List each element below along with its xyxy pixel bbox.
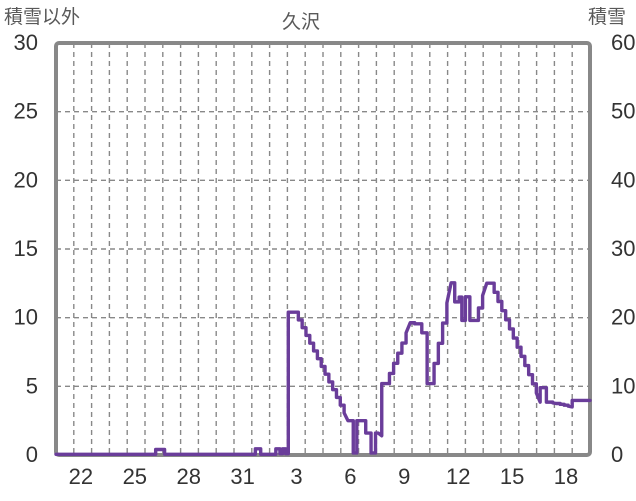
svg-text:18: 18: [554, 464, 578, 489]
svg-text:50: 50: [611, 99, 635, 124]
svg-text:30: 30: [611, 236, 635, 261]
svg-text:25: 25: [123, 464, 147, 489]
svg-text:3: 3: [290, 464, 302, 489]
svg-text:20: 20: [611, 305, 635, 330]
svg-text:22: 22: [69, 464, 93, 489]
svg-text:0: 0: [26, 442, 38, 467]
svg-text:0: 0: [611, 442, 623, 467]
svg-text:9: 9: [398, 464, 410, 489]
svg-text:25: 25: [14, 99, 38, 124]
svg-text:20: 20: [14, 167, 38, 192]
svg-text:28: 28: [176, 464, 200, 489]
svg-text:30: 30: [14, 30, 38, 55]
svg-text:31: 31: [230, 464, 254, 489]
svg-text:10: 10: [611, 373, 635, 398]
svg-text:15: 15: [500, 464, 524, 489]
svg-text:40: 40: [611, 167, 635, 192]
svg-text:60: 60: [611, 30, 635, 55]
svg-text:12: 12: [446, 464, 470, 489]
svg-text:6: 6: [344, 464, 356, 489]
svg-text:10: 10: [14, 305, 38, 330]
svg-text:5: 5: [26, 373, 38, 398]
svg-text:15: 15: [14, 236, 38, 261]
